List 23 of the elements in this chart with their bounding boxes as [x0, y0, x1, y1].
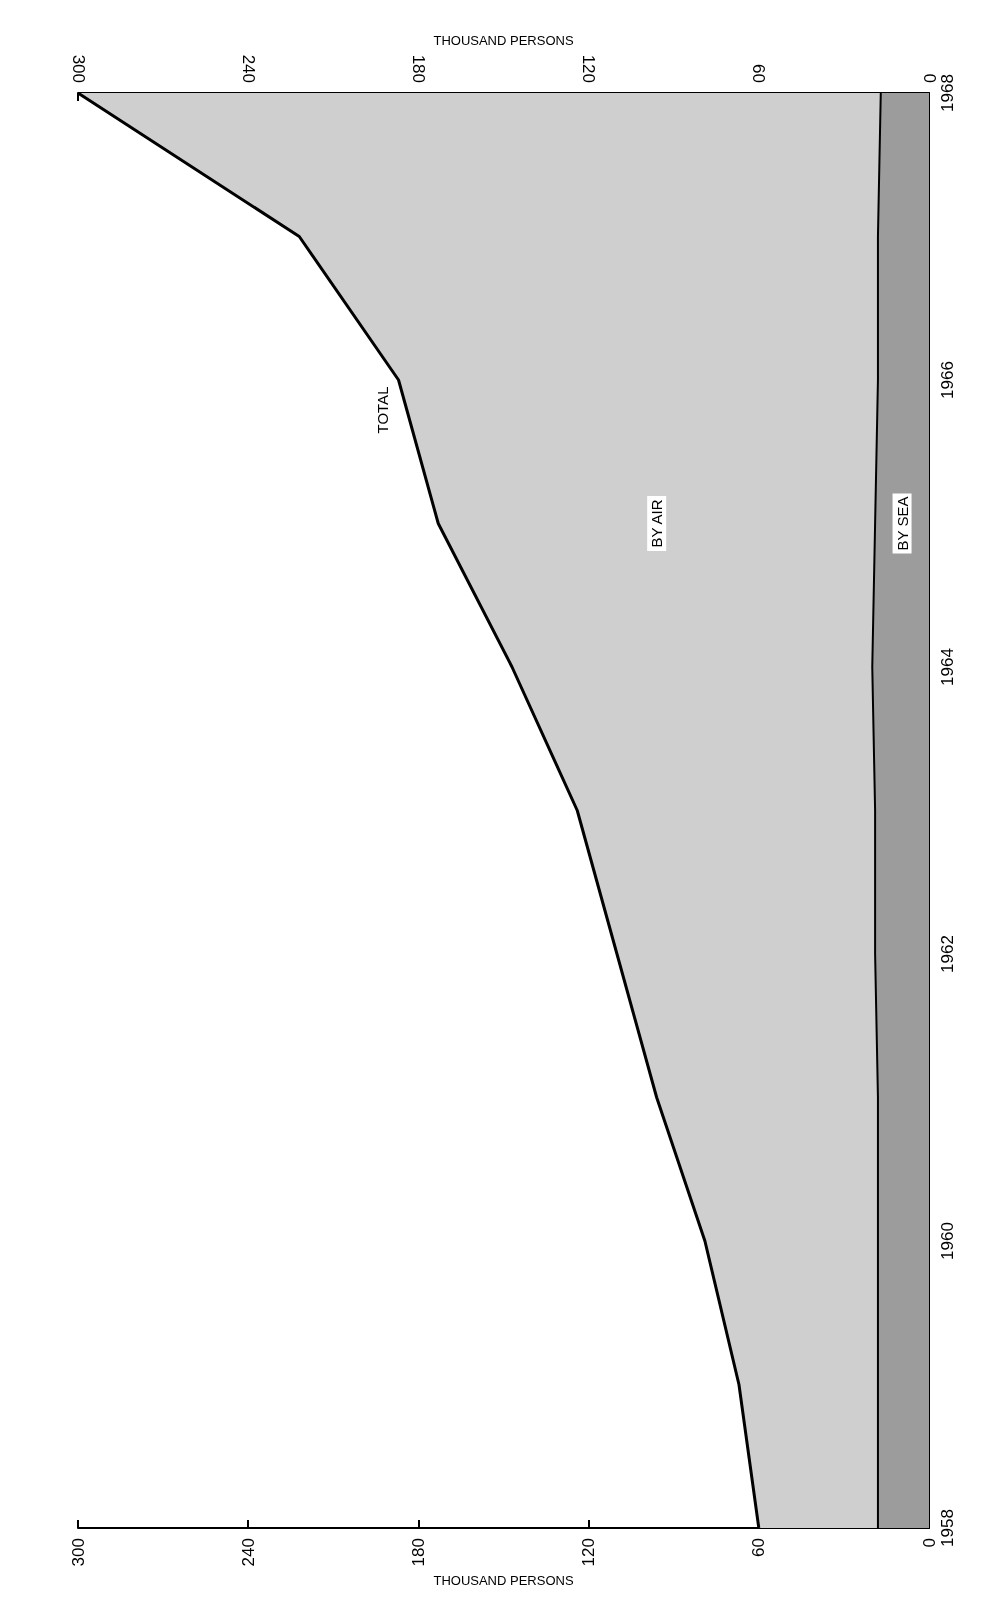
x2-tick-label: 240 — [238, 54, 258, 83]
y-tick-label: 1960 — [938, 1222, 957, 1260]
x2-tick-label: 300 — [68, 54, 88, 83]
x2-tick-label: 60 — [749, 64, 769, 83]
x2-tick-label: 120 — [579, 54, 599, 83]
x2-tick-label: 180 — [408, 54, 428, 83]
x-axis-title: THOUSAND PERSONS — [433, 1573, 574, 1589]
x2-tick-label: 0 — [919, 73, 939, 83]
x-tick-label: 300 — [68, 1538, 88, 1567]
y-tick-label: 1968 — [938, 74, 957, 112]
series-label: BY SEA — [893, 496, 911, 551]
series-label: BY AIR — [648, 499, 666, 548]
y-tick-label: 1958 — [938, 1509, 957, 1547]
y-tick-label: 1964 — [938, 648, 957, 686]
x-tick-label: 240 — [238, 1538, 258, 1567]
y-tick-label: 1966 — [938, 361, 957, 399]
x-tick-label: 0 — [919, 1538, 939, 1548]
y-tick-label: 1962 — [938, 935, 957, 973]
x-tick-label: 60 — [749, 1538, 769, 1557]
x-tick-label: 120 — [579, 1538, 599, 1567]
annotation: TOTAL — [374, 386, 392, 434]
x-tick-label: 180 — [408, 1538, 428, 1567]
x2-axis-title: THOUSAND PERSONS — [433, 32, 574, 48]
